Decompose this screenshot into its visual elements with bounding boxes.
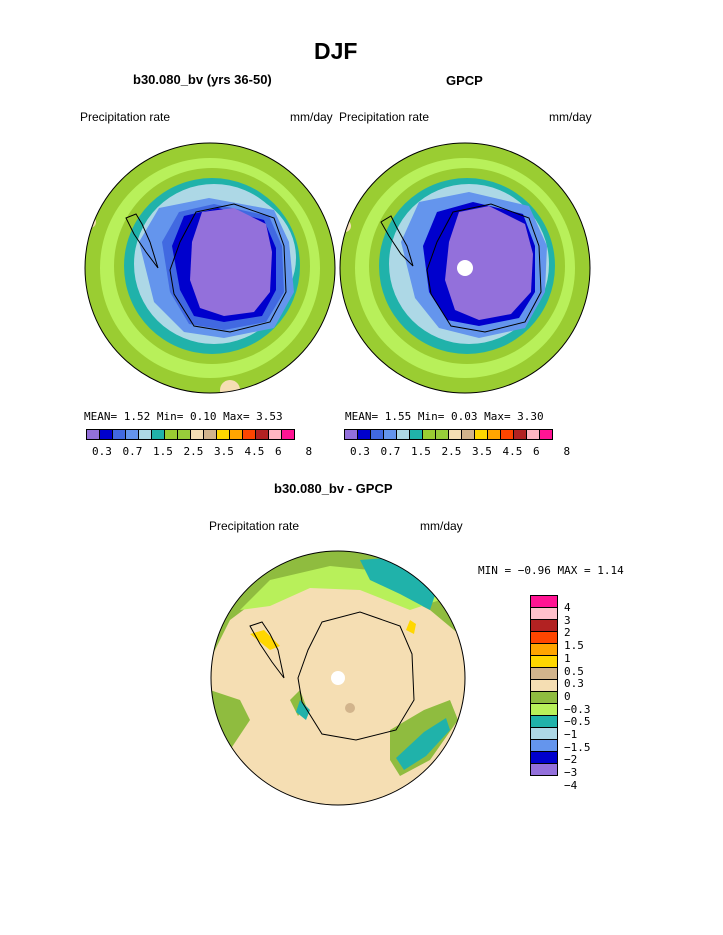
- colorbar-swatch: [383, 429, 397, 440]
- colorbar-swatch: [396, 429, 410, 440]
- colorbar-swatch: [539, 429, 553, 440]
- right-panel-units: mm/day: [549, 110, 592, 124]
- diff-panel-variable-label: Precipitation rate: [209, 519, 300, 533]
- colorbar-tick-label: 4.5: [244, 445, 265, 458]
- colorbar-tick-label: −1: [564, 728, 578, 741]
- colorbar-tick-label: −0.5: [564, 715, 591, 729]
- colorbar-swatch: [474, 429, 488, 440]
- left-panel-variable-label: Precipitation rate: [80, 110, 171, 124]
- colorbar-tick-label: 1.5: [564, 639, 584, 653]
- page-title: DJF: [314, 38, 358, 64]
- colorbar-swatch: [112, 429, 126, 440]
- colorbar-tick-label: 8: [305, 445, 313, 458]
- colorbar-tick-label: 3.5: [214, 445, 234, 458]
- colorbar-swatch: [268, 429, 282, 440]
- diff-panel-units: mm/day: [420, 519, 463, 533]
- colorbar-tick-label: 1.5: [411, 445, 431, 458]
- colorbar-tick-label: 3: [564, 613, 571, 627]
- colorbar-swatch: [99, 429, 113, 440]
- colorbar-tick-label: −0.3: [564, 702, 591, 716]
- colorbar-tick-label: −4: [564, 778, 578, 792]
- colorbar-swatch: [164, 429, 178, 440]
- right-colorbar: [344, 429, 553, 440]
- colorbar-swatch: [138, 429, 152, 440]
- colorbar-swatch: [513, 429, 527, 440]
- colorbar-swatch: [177, 429, 191, 440]
- colorbar-swatch: [357, 429, 371, 440]
- colorbar-swatch: [435, 429, 449, 440]
- colorbar-tick-label: 1.5: [153, 445, 173, 458]
- diff-colorbar: [530, 595, 558, 776]
- diff-precip-map: [210, 550, 466, 806]
- colorbar-swatch: [487, 429, 501, 440]
- diff-panel-stats: MIN = −0.96 MAX = 1.14: [478, 564, 624, 577]
- colorbar-swatch: [530, 763, 558, 776]
- colorbar-tick-label: 0.7: [122, 445, 143, 458]
- colorbar-tick-label: −2: [564, 753, 578, 767]
- right-panel-title: GPCP: [446, 73, 483, 88]
- colorbar-swatch: [190, 429, 204, 440]
- colorbar-tick-label: −3: [564, 766, 578, 780]
- diff-panel-title: b30.080_bv - GPCP: [274, 481, 393, 496]
- colorbar-tick-label: 0.3: [350, 445, 370, 458]
- left-precip-map: [84, 142, 336, 394]
- colorbar-swatch: [409, 429, 423, 440]
- colorbar-swatch: [422, 429, 436, 440]
- colorbar-swatch: [242, 429, 256, 440]
- colorbar-swatch: [281, 429, 295, 440]
- colorbar-tick-label: 2.5: [441, 445, 462, 458]
- colorbar-tick-label: 4: [564, 601, 571, 614]
- colorbar-tick-label: 8: [563, 445, 571, 458]
- right-panel-variable-label: Precipitation rate: [339, 110, 430, 124]
- left-panel-title: b30.080_bv (yrs 36-50): [133, 72, 272, 87]
- colorbar-swatch: [229, 429, 243, 440]
- colorbar-swatch: [526, 429, 540, 440]
- colorbar-swatch: [370, 429, 384, 440]
- left-colorbar: [86, 429, 295, 440]
- colorbar-tick-label: 6: [533, 445, 540, 458]
- colorbar-tick-label: 0.3: [564, 677, 584, 691]
- colorbar-tick-label: 2.5: [183, 445, 204, 458]
- colorbar-swatch: [255, 429, 269, 440]
- colorbar-tick-label: 0: [564, 689, 571, 703]
- colorbar-swatch: [125, 429, 139, 440]
- colorbar-swatch: [203, 429, 217, 440]
- colorbar-swatch: [86, 429, 100, 440]
- colorbar-tick-label: 6: [275, 445, 282, 458]
- colorbar-swatch: [461, 429, 475, 440]
- right-precip-map: [339, 142, 591, 394]
- right-panel-stats: MEAN= 1.55 Min= 0.03 Max= 3.30: [345, 410, 544, 423]
- colorbar-swatch: [151, 429, 165, 440]
- left-panel-stats: MEAN= 1.52 Min= 0.10 Max= 3.53: [84, 410, 283, 423]
- colorbar-swatch: [216, 429, 230, 440]
- colorbar-tick-label: 2: [564, 626, 571, 640]
- colorbar-tick-label: 4.5: [502, 445, 523, 458]
- colorbar-swatch: [500, 429, 514, 440]
- colorbar-tick-label: 3.5: [472, 445, 492, 458]
- left-panel-units: mm/day: [290, 110, 333, 124]
- colorbar-tick-label: 0.3: [92, 445, 112, 458]
- colorbar-tick-label: −1.5: [564, 740, 591, 754]
- colorbar-tick-label: 0.5: [564, 664, 584, 678]
- colorbar-swatch: [448, 429, 462, 440]
- colorbar-swatch: [344, 429, 358, 440]
- colorbar-tick-label: 1: [564, 651, 571, 665]
- colorbar-tick-label: 0.7: [380, 445, 401, 458]
